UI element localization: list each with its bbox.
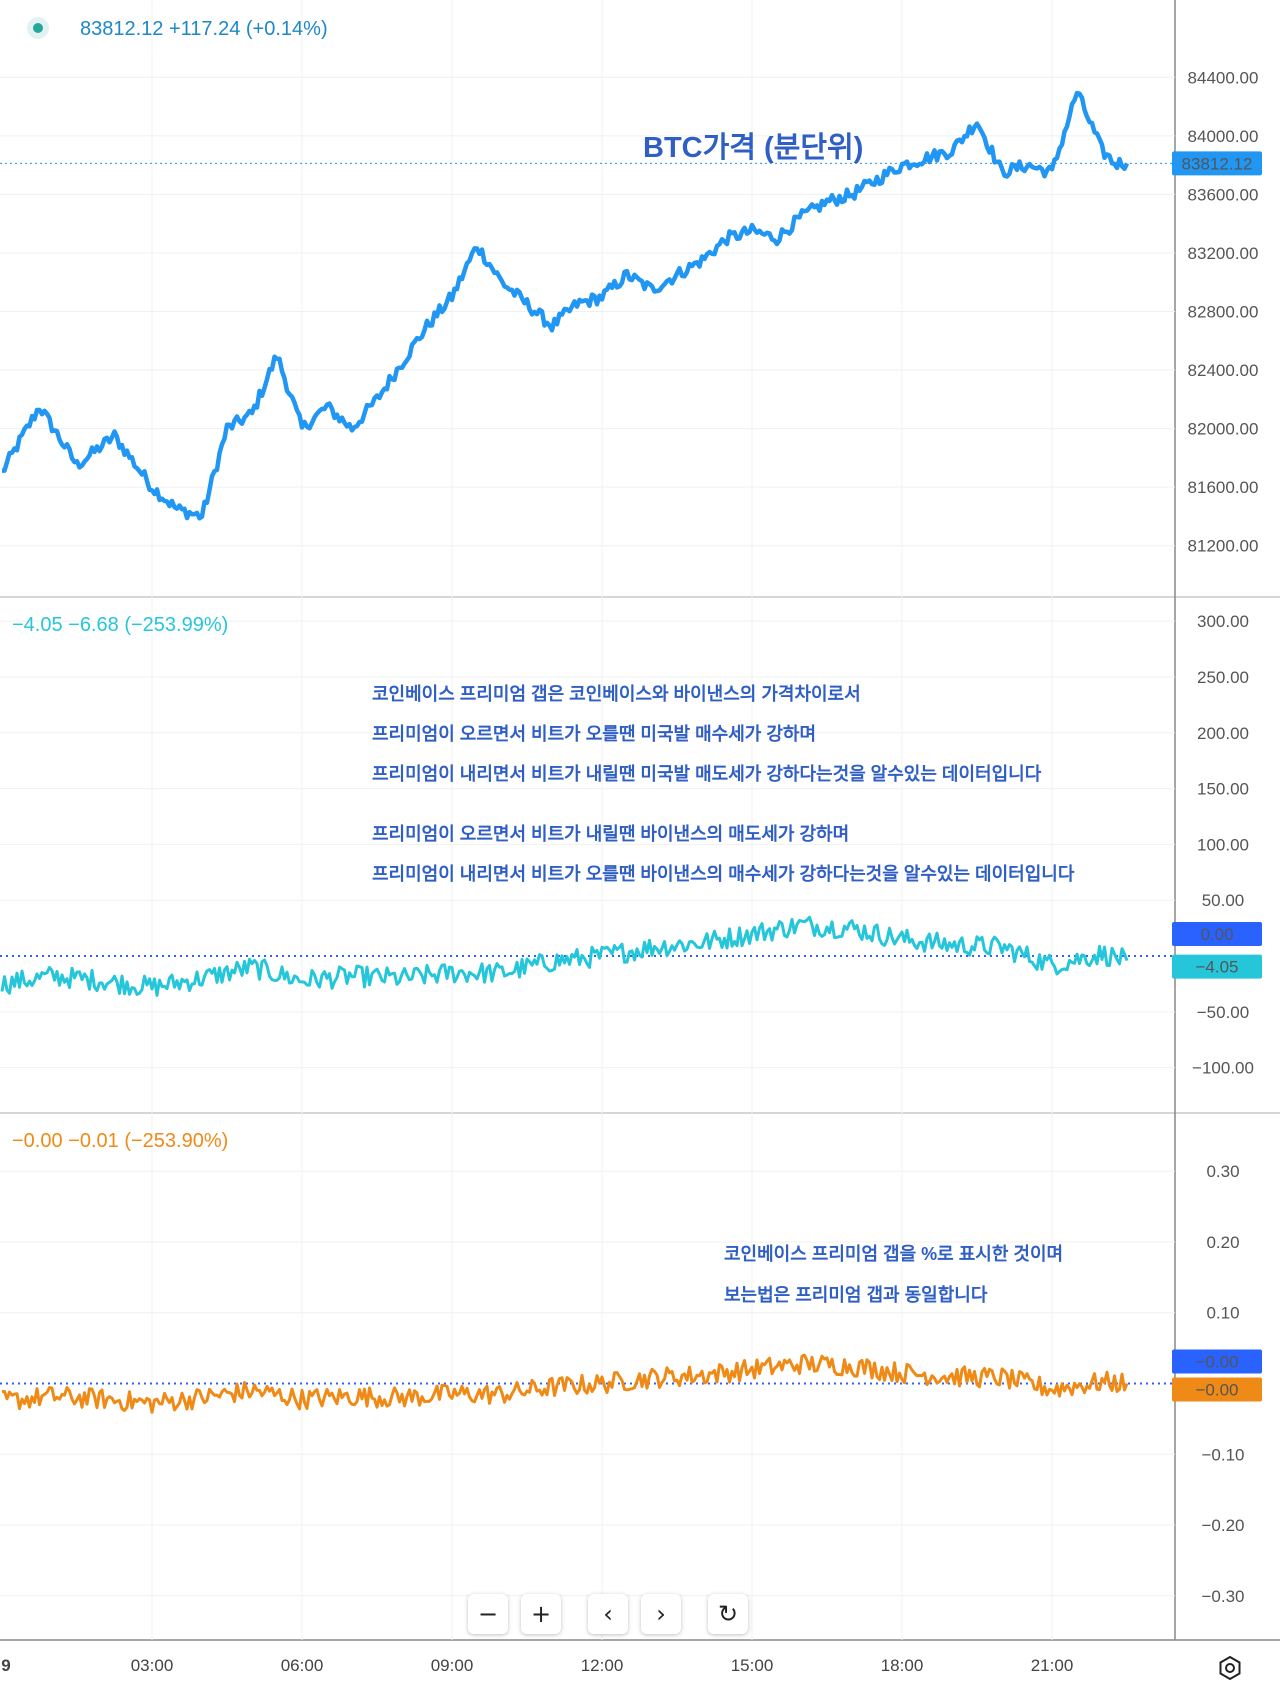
- y-tick-label: 81600.00: [1188, 478, 1259, 497]
- y-tick-label: −100.00: [1192, 1059, 1254, 1078]
- y-tick-label: 100.00: [1197, 835, 1249, 854]
- y-tick-label: 0.10: [1206, 1304, 1239, 1323]
- gap-annotation-line: 코인베이스 프리미엄 갭은 코인베이스와 바이낸스의 가격차이로서: [372, 684, 861, 704]
- scroll-left-button[interactable]: ‹: [588, 1594, 628, 1634]
- gap-pct-annotation-line: 보는법은 프리미엄 갭과 동일합니다: [724, 1284, 988, 1305]
- y-tick-label: 250.00: [1197, 668, 1249, 687]
- value-badge: [1172, 954, 1262, 979]
- y-tick-label: 50.00: [1202, 891, 1245, 910]
- value-badge-label: 0.00: [1200, 925, 1233, 944]
- scroll-right-button[interactable]: ›: [641, 1594, 681, 1634]
- x-tick-label: 12:00: [580, 1656, 624, 1675]
- legend-price: 83812.12 +117.24 (+0.14%): [80, 18, 328, 40]
- y-tick-label: 82000.00: [1188, 420, 1259, 439]
- gap-annotation-line: 프리미엄이 오르면서 비트가 내릴땐 바이낸스의 매도세가 강하며: [372, 823, 849, 844]
- gap-annotation-line: 프리미엄이 내리면서 비트가 오를땐 바이낸스의 매수세가 강하다는것을 알수있…: [372, 863, 1075, 884]
- reset-chart-button[interactable]: ↻: [708, 1594, 748, 1634]
- value-badge-label: −4.05: [1195, 958, 1238, 977]
- series-line-gap_pct: [2, 1353, 1129, 1414]
- y-tick-label: 0.20: [1206, 1233, 1239, 1252]
- x-tick-label: 15:00: [730, 1656, 774, 1675]
- y-tick-label: 200.00: [1197, 724, 1249, 743]
- x-tick-label: 9: [1, 1656, 11, 1675]
- y-tick-label: −0.30: [1201, 1587, 1244, 1606]
- y-tick-label: −0.10: [1201, 1445, 1244, 1464]
- y-tick-label: 0.30: [1206, 1162, 1239, 1181]
- zoom-in-button[interactable]: +: [521, 1594, 561, 1634]
- y-tick-label: 84400.00: [1188, 68, 1259, 87]
- gap-annotation-line: 프리미엄이 오르면서 비트가 오를땐 미국발 매수세가 강하며: [372, 724, 816, 744]
- y-tick-label: 83600.00: [1188, 185, 1259, 204]
- gap-pct-annotation-line: 코인베이스 프리미엄 갭을 %로 표시한 것이며: [724, 1244, 1063, 1264]
- value-badge-label: −0.00: [1195, 1353, 1238, 1372]
- y-tick-label: 84000.00: [1188, 127, 1259, 146]
- y-tick-label: 150.00: [1197, 780, 1249, 799]
- x-tick-label: 06:00: [280, 1656, 324, 1675]
- value-badge: [1172, 1349, 1262, 1374]
- zoom-out-button[interactable]: −: [468, 1594, 508, 1634]
- status-dot-icon: [33, 23, 43, 33]
- legend-gap: −4.05 −6.68 (−253.99%): [12, 614, 228, 636]
- series-line-gap: [0, 915, 1129, 997]
- y-tick-label: −0.20: [1201, 1516, 1244, 1535]
- y-tick-label: −50.00: [1197, 1003, 1249, 1022]
- value-badge: [1172, 1377, 1262, 1402]
- series-line-price: [2, 90, 1130, 521]
- y-tick-label: 83200.00: [1188, 244, 1259, 263]
- y-tick-label: 82800.00: [1188, 303, 1259, 322]
- y-tick-label: 300.00: [1197, 612, 1249, 631]
- x-tick-label: 09:00: [430, 1656, 474, 1675]
- x-tick-label: 18:00: [880, 1656, 924, 1675]
- settings-gear-icon[interactable]: [1212, 1650, 1248, 1686]
- value-badge-label: 83812.12: [1182, 154, 1253, 173]
- legend-gap_pct: −0.00 −0.01 (−253.90%): [12, 1130, 228, 1152]
- gap-annotation-line: 프리미엄이 내리면서 비트가 내릴땐 미국발 매도세가 강하다는것을 알수있는 …: [372, 763, 1042, 784]
- value-badge-label: −0.00: [1195, 1381, 1238, 1400]
- x-tick-label: 03:00: [130, 1656, 174, 1675]
- y-tick-label: 82400.00: [1188, 361, 1259, 380]
- price-annotation: BTC가격 (분단위): [643, 131, 863, 164]
- value-badge: [1172, 151, 1262, 176]
- x-tick-label: 21:00: [1030, 1656, 1074, 1675]
- value-badge: [1172, 922, 1262, 947]
- y-tick-label: 81200.00: [1188, 537, 1259, 556]
